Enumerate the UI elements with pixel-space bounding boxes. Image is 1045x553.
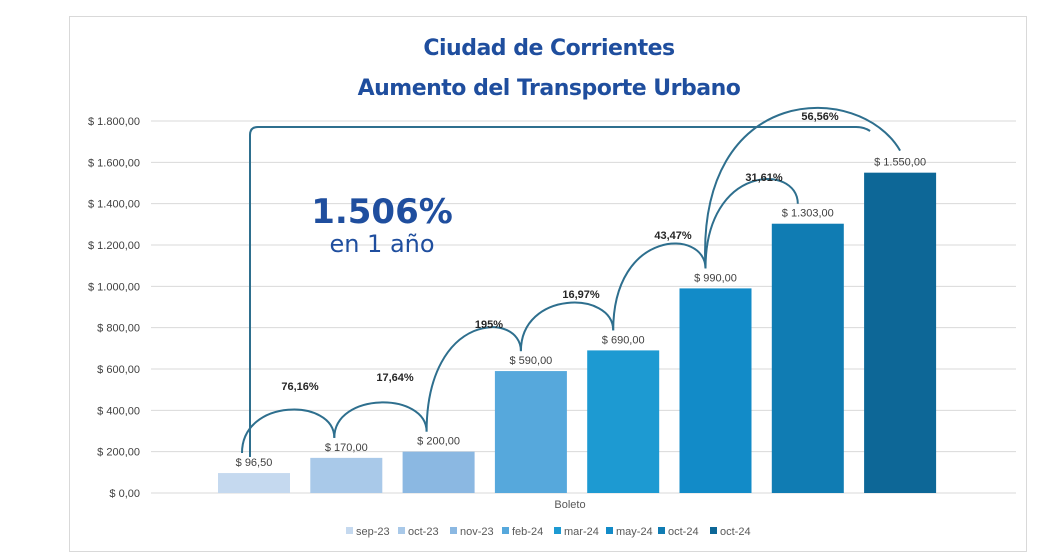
bar-value-label: $ 590,00 (509, 355, 552, 367)
increment-arc (333, 401, 428, 438)
legend-swatch (554, 527, 561, 534)
total-bracket (249, 126, 871, 458)
legend-label: sep-23 (356, 526, 390, 538)
increment-label: 76,16% (281, 381, 319, 393)
bar-value-label: $ 96,50 (236, 457, 273, 469)
bar-value-label: $ 200,00 (417, 436, 460, 448)
legend-swatch (658, 527, 665, 534)
chart-title-line2: Aumento del Transporte Urbano (358, 76, 741, 101)
x-category-label: Boleto (554, 499, 585, 511)
chart-frame: Ciudad de Corrientes Aumento del Transpo… (69, 16, 1027, 552)
bar-chart: Ciudad de Corrientes Aumento del Transpo… (88, 36, 1016, 538)
legend-swatch (710, 527, 717, 534)
bar (310, 457, 383, 493)
legend-label: oct-23 (408, 526, 439, 538)
legend-label: may-24 (616, 526, 653, 538)
chart-title-line1: Ciudad de Corrientes (423, 36, 675, 61)
y-tick-label: $ 600,00 (97, 364, 140, 376)
legend-label: nov-23 (460, 526, 494, 538)
legend-swatch (450, 527, 457, 534)
legend-swatch (502, 527, 509, 534)
bar-value-label: $ 990,00 (694, 272, 737, 284)
legend-swatch (606, 527, 613, 534)
increment-label: 43,47% (654, 230, 692, 242)
y-tick-label: $ 400,00 (97, 405, 140, 417)
y-tick-label: $ 0,00 (109, 488, 140, 500)
bars (218, 172, 937, 494)
increment-arc (425, 326, 522, 432)
total-increase-annotation: 1.506% (311, 192, 453, 232)
bar (679, 288, 752, 493)
bar-value-label: $ 690,00 (602, 334, 645, 346)
increment-arc (704, 106, 901, 269)
y-tick-label: $ 1.200,00 (88, 240, 140, 252)
bar (218, 473, 290, 493)
bar (771, 223, 844, 494)
legend: sep-23 oct-23 nov-23 feb-24 mar-24 may-24 oct-… (346, 526, 751, 538)
legend-label: mar-24 (564, 526, 599, 538)
y-axis: $ 0,00 $ 200,00 $ 400,00 $ 600,00 $ 800,00 $ … (88, 116, 140, 500)
legend-label: oct-24 (668, 526, 699, 538)
y-tick-label: $ 1.400,00 (88, 199, 140, 211)
legend-label: oct-24 (720, 526, 751, 538)
increment-arcs: 76,16% 17,64% 195% 16,97% 43,47% 31,61% 56,56% (241, 106, 901, 458)
increment-label: 56,56% (801, 111, 839, 123)
increment-label: 31,61% (745, 172, 783, 184)
increment-label: 17,64% (376, 372, 414, 384)
increment-arc (519, 301, 615, 352)
y-tick-label: $ 800,00 (97, 323, 140, 335)
bar-value-label: $ 1.550,00 (874, 157, 926, 169)
bar (494, 371, 567, 493)
bar-value-label: $ 170,00 (325, 442, 368, 454)
increment-arc (704, 178, 799, 269)
bar (402, 451, 475, 493)
increment-arc (241, 408, 336, 454)
data-labels: $ 96,50 $ 170,00 $ 200,00 $ 590,00 $ 690,00 $… (236, 157, 926, 469)
y-tick-label: $ 1.800,00 (88, 116, 140, 128)
y-tick-label: $ 1.600,00 (88, 157, 140, 169)
legend-label: feb-24 (512, 526, 543, 538)
legend-swatch (398, 527, 405, 534)
bar-value-label: $ 1.303,00 (782, 208, 834, 220)
increment-label: 16,97% (562, 289, 600, 301)
increment-arc (612, 242, 707, 331)
y-tick-label: $ 200,00 (97, 447, 140, 459)
bar (587, 350, 660, 493)
increment-label: 195% (475, 319, 503, 331)
y-tick-label: $ 1.000,00 (88, 281, 140, 293)
bar (864, 172, 937, 493)
legend-swatch (346, 527, 353, 534)
total-increase-period: en 1 año (329, 230, 434, 258)
